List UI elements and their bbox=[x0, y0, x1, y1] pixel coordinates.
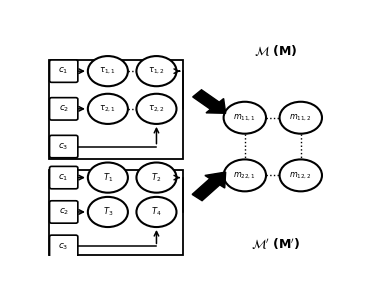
FancyBboxPatch shape bbox=[49, 98, 78, 120]
Text: $T_3$: $T_3$ bbox=[103, 206, 113, 218]
Text: $c_2$: $c_2$ bbox=[59, 207, 69, 217]
Polygon shape bbox=[192, 172, 226, 201]
Text: $T_1$: $T_1$ bbox=[103, 171, 113, 184]
Text: $m_{12,2}$: $m_{12,2}$ bbox=[289, 170, 312, 181]
FancyBboxPatch shape bbox=[49, 166, 78, 189]
Circle shape bbox=[136, 162, 176, 193]
Text: $T_4$: $T_4$ bbox=[151, 206, 162, 218]
Text: $\tau_{2,1}$: $\tau_{2,1}$ bbox=[100, 104, 116, 114]
Text: $c_3$: $c_3$ bbox=[59, 241, 69, 252]
Text: $\mathcal{M}'$ $\mathbf{(M')}$: $\mathcal{M}'$ $\mathbf{(M')}$ bbox=[251, 236, 300, 252]
Bar bbox=[49, 60, 183, 159]
FancyBboxPatch shape bbox=[49, 235, 78, 257]
Circle shape bbox=[280, 102, 322, 134]
FancyBboxPatch shape bbox=[49, 135, 78, 158]
Circle shape bbox=[88, 197, 128, 227]
FancyBboxPatch shape bbox=[49, 201, 78, 223]
FancyBboxPatch shape bbox=[49, 60, 78, 82]
Text: $c_1$: $c_1$ bbox=[59, 172, 69, 183]
Text: $\tau_{1,1}$: $\tau_{1,1}$ bbox=[100, 66, 116, 76]
Bar bbox=[49, 170, 183, 255]
Text: $m_{11,1}$: $m_{11,1}$ bbox=[233, 113, 256, 123]
Text: $m_{11,2}$: $m_{11,2}$ bbox=[289, 113, 312, 123]
Circle shape bbox=[136, 197, 176, 227]
Circle shape bbox=[136, 56, 176, 86]
Text: $c_2$: $c_2$ bbox=[59, 104, 69, 114]
Circle shape bbox=[223, 102, 266, 134]
Circle shape bbox=[88, 94, 128, 124]
Text: $\tau_{1,2}$: $\tau_{1,2}$ bbox=[148, 66, 165, 76]
Text: $\tau_{2,2}$: $\tau_{2,2}$ bbox=[148, 104, 165, 114]
Text: $\mathcal{M}$ $\mathbf{(M)}$: $\mathcal{M}$ $\mathbf{(M)}$ bbox=[254, 43, 298, 58]
Circle shape bbox=[136, 94, 176, 124]
Text: $c_1$: $c_1$ bbox=[59, 66, 69, 76]
Text: $T_2$: $T_2$ bbox=[151, 171, 162, 184]
Text: $c_3$: $c_3$ bbox=[59, 141, 69, 152]
Circle shape bbox=[280, 160, 322, 191]
Circle shape bbox=[88, 56, 128, 86]
Text: $m_{22,1}$: $m_{22,1}$ bbox=[233, 170, 256, 181]
Circle shape bbox=[88, 162, 128, 193]
Polygon shape bbox=[193, 90, 226, 113]
Circle shape bbox=[223, 160, 266, 191]
